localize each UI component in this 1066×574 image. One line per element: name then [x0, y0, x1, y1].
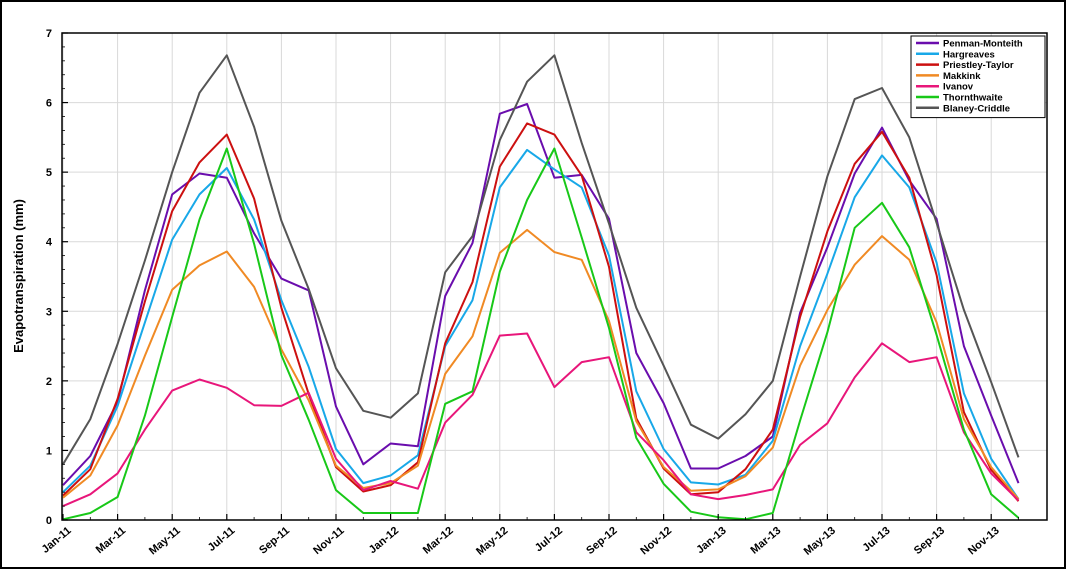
series-lines [62, 54, 1020, 521]
legend-label: Penman-Monteith [943, 39, 1023, 50]
series-line-ivanov [62, 332, 1020, 508]
series-line-hargreaves [62, 148, 1020, 500]
y-tick-label: 1 [46, 445, 52, 457]
y-tick-label: 4 [46, 237, 53, 249]
legend: Penman-MonteithHargreavesPriestley-Taylo… [910, 35, 1046, 119]
series-line-thornthwaite [62, 147, 1020, 521]
legend-label: Ivanov [943, 82, 974, 93]
y-tick-label: 5 [46, 167, 52, 179]
legend-box [910, 35, 1046, 119]
y-tick-label: 2 [46, 376, 52, 388]
series-line-priestley-taylor [62, 122, 1020, 502]
series-line-penman-monteith [62, 103, 1020, 486]
series-line-makkink [62, 228, 1020, 500]
y-axis: 0 1 2 3 4 5 6 7 [46, 28, 68, 527]
y-tick-label: 7 [46, 28, 52, 40]
legend-label: Priestley-Taylor [943, 60, 1014, 71]
y-tick-label: 3 [46, 306, 52, 318]
legend-label: Blaney-Criddle [943, 103, 1010, 114]
legend-label: Makkink [943, 71, 981, 82]
legend-label: Hargreaves [943, 49, 995, 60]
series-line-blaney-criddle [62, 54, 1020, 465]
legend-label: Thornthwaite [943, 93, 1003, 104]
y-tick-label: 0 [46, 515, 52, 527]
y-tick-label: 6 [46, 98, 52, 110]
y-axis-title: Evapotranspiration (mm) [11, 199, 26, 353]
